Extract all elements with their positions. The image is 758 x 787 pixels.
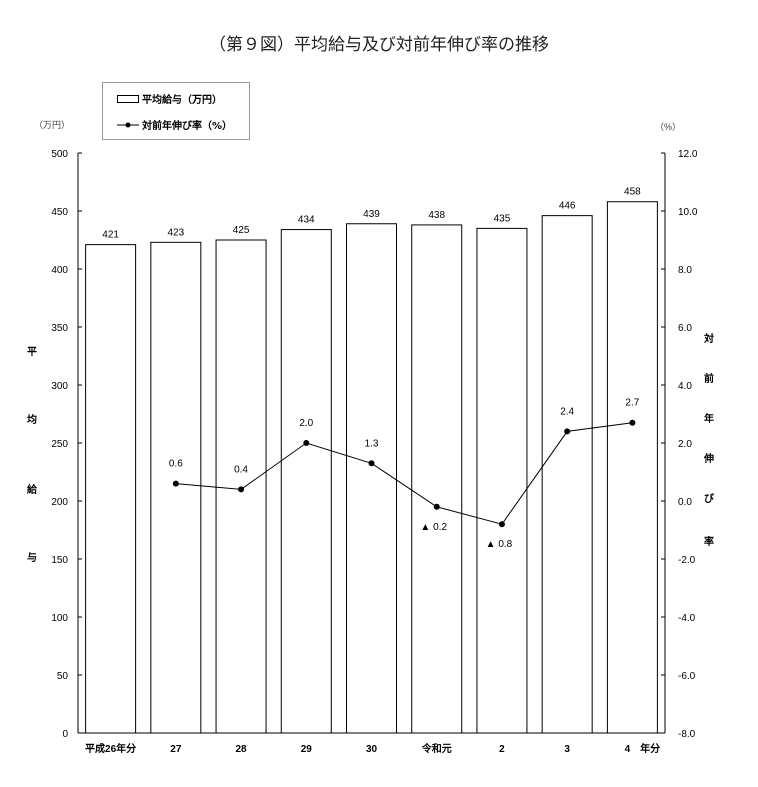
growth-rate-point [498, 521, 505, 528]
bar-value-label: 435 [494, 213, 511, 224]
bar-value-label: 434 [298, 215, 315, 226]
bar-value-label: 423 [167, 227, 184, 238]
growth-rate-point [368, 460, 375, 467]
x-tick-label: 27 [170, 744, 182, 755]
legend-bar-item: 平均給与（万円） [117, 91, 222, 106]
right-tick-label: -8.0 [678, 729, 696, 740]
left-tick-label: 200 [51, 497, 68, 508]
growth-rate-point [303, 440, 310, 446]
left-axis-title-char: 均 [27, 413, 37, 426]
growth-rate-label: 2.4 [560, 406, 574, 417]
growth-rate-label: 2.7 [625, 398, 639, 409]
x-tick-label: 29 [301, 744, 313, 755]
growth-rate-label: 1.3 [365, 438, 379, 449]
right-axis-title-char: 前 [704, 372, 714, 385]
bar-value-label: 421 [102, 230, 119, 241]
growth-rate-label: ▲ 0.8 [486, 539, 513, 550]
bar [346, 223, 397, 734]
x-tick-label: 30 [366, 744, 378, 755]
legend-bar-label: 平均給与（万円） [142, 95, 222, 106]
right-axis-title-char: 率 [704, 535, 714, 548]
left-tick-label: 250 [51, 439, 68, 450]
legend-line-label: 対前年伸び率（%） [142, 121, 233, 132]
right-axis-unit: （%） [655, 122, 681, 132]
right-tick-label: -2.0 [678, 555, 696, 566]
growth-rate-label: ▲ 0.2 [420, 522, 447, 533]
right-tick-label: 6.0 [678, 323, 692, 334]
left-axis-unit: （万円） [34, 120, 70, 130]
growth-rate-label: 2.0 [299, 418, 313, 429]
growth-rate-line [175, 422, 633, 525]
growth-rate-point [238, 486, 245, 493]
bar [606, 201, 658, 734]
right-tick-label: 10.0 [678, 207, 698, 218]
left-tick-label: 0 [62, 729, 68, 740]
legend: 平均給与（万円） 対前年伸び率（%） [102, 82, 250, 140]
x-tick-label: 平成26年分 [85, 742, 136, 755]
bar [541, 215, 593, 734]
x-tick-label: 3 [564, 744, 570, 755]
left-tick-label: 300 [51, 381, 68, 392]
growth-rate-label: 0.4 [234, 464, 248, 475]
right-axis-title-char: 年 [704, 412, 714, 425]
left-tick-label: 450 [51, 207, 68, 218]
growth-rate-label: 0.6 [169, 459, 183, 470]
right-tick-label: 0.0 [678, 497, 692, 508]
left-tick-label: 400 [51, 265, 68, 276]
growth-rate-point [564, 428, 571, 435]
legend-line-swatch [117, 122, 139, 127]
right-tick-label: 12.0 [678, 149, 698, 160]
bar [150, 241, 202, 734]
left-axis-title-char: 給 [27, 483, 38, 496]
right-axis-title-char: 対 [703, 332, 714, 345]
left-tick-label: 150 [51, 555, 68, 566]
right-axis-title-char: び [704, 492, 714, 505]
x-tick-label: 4 年分 [625, 742, 661, 755]
bar-value-label: 425 [233, 225, 250, 236]
bar [85, 244, 137, 734]
right-tick-label: 8.0 [678, 265, 692, 276]
left-tick-label: 350 [51, 323, 68, 334]
legend-bar-swatch [117, 94, 139, 103]
left-axis-title-char: 平 [27, 346, 37, 358]
bar-value-label: 458 [624, 187, 641, 198]
growth-rate-point [172, 480, 179, 487]
growth-rate-point [629, 419, 636, 426]
right-tick-label: 4.0 [678, 381, 692, 392]
x-tick-label: 令和元 [421, 742, 452, 755]
left-axis-title-char: 与 [27, 551, 37, 564]
bar [280, 229, 332, 734]
bar [215, 239, 267, 734]
bar-value-label: 439 [363, 209, 380, 220]
left-tick-label: 50 [57, 671, 69, 682]
right-tick-label: -6.0 [678, 671, 696, 682]
x-tick-label: 28 [235, 744, 247, 755]
left-tick-label: 100 [51, 613, 68, 624]
bar [411, 224, 463, 734]
bar-value-label: 438 [428, 210, 445, 221]
right-axis-title-char: 伸 [703, 452, 714, 465]
bar-value-label: 446 [559, 201, 576, 212]
growth-rate-point [433, 503, 440, 510]
legend-line-item: 対前年伸び率（%） [117, 117, 232, 132]
right-tick-label: 2.0 [678, 439, 692, 450]
left-tick-label: 500 [51, 149, 68, 160]
bar [476, 227, 528, 734]
chart-title: （第９図）平均給与及び対前年伸び率の推移 [209, 35, 549, 55]
x-tick-label: 2 [499, 744, 505, 755]
right-tick-label: -4.0 [678, 613, 696, 624]
